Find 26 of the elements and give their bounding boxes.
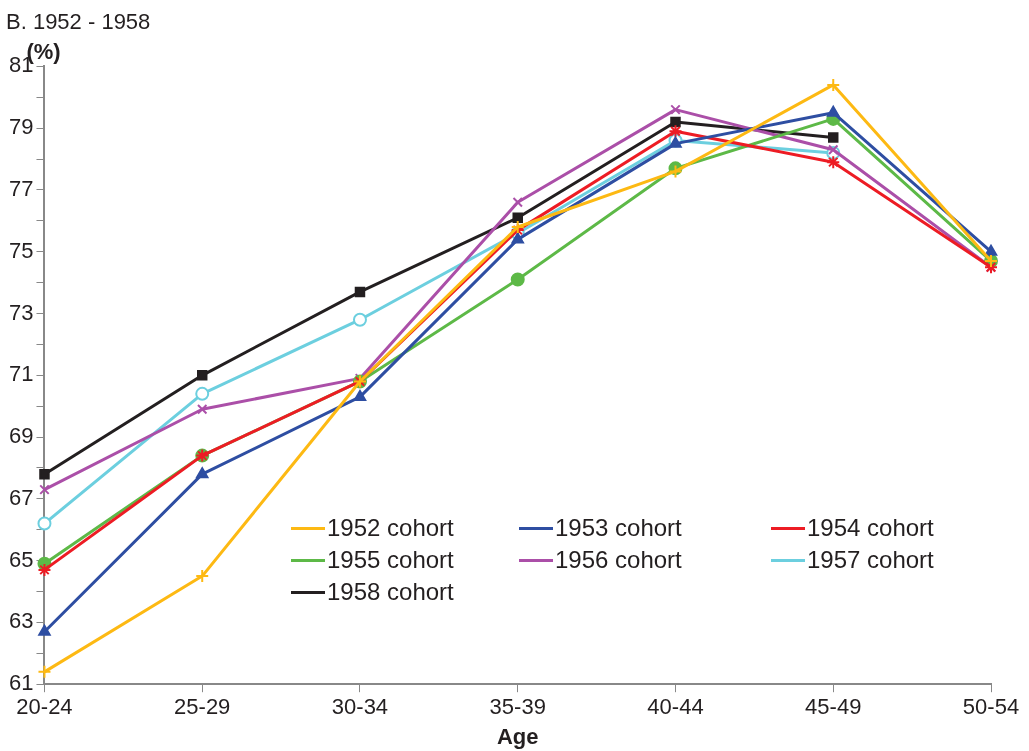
- x-tick-label: 50-54: [962, 694, 1020, 720]
- legend-label: 1954 cohort: [807, 514, 934, 543]
- y-tick-label: 73: [8, 299, 34, 325]
- legend-label: 1952 cohort: [327, 514, 454, 543]
- x-tick-label: 30-34: [331, 694, 389, 720]
- legend-label: 1956 cohort: [555, 546, 682, 575]
- x-tick-label: 20-24: [16, 694, 73, 720]
- x-tick-label: 40-44: [647, 694, 704, 720]
- y-tick-label: 61: [8, 670, 34, 696]
- y-tick-label: 79: [8, 114, 34, 140]
- x-tick-label: 25-29: [174, 694, 231, 720]
- y-tick-label: 77: [8, 176, 34, 202]
- x-tick-label: 45-49: [805, 694, 862, 720]
- legend-label: 1955 cohort: [327, 546, 454, 575]
- y-tick-label: 65: [8, 546, 34, 572]
- legend-label: 1958 cohort: [327, 578, 454, 607]
- legend-label: 1957 cohort: [807, 546, 934, 575]
- y-tick-label: 69: [8, 423, 34, 449]
- y-tick-label: 71: [8, 361, 34, 387]
- legend-label: 1953 cohort: [555, 514, 682, 543]
- x-tick-label: 35-39: [489, 694, 546, 720]
- x-axis-title: Age: [496, 723, 539, 749]
- y-tick-label: 63: [8, 608, 34, 634]
- y-tick-label: 67: [8, 484, 34, 510]
- y-tick-label: 75: [8, 237, 34, 263]
- chart-title: B. 1952 - 1958: [6, 9, 151, 35]
